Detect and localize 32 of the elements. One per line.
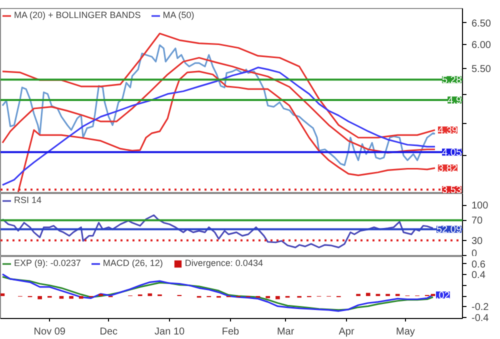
x-tick-label: May bbox=[396, 326, 415, 338]
legend-label: MACD (26, 12) bbox=[102, 258, 163, 268]
ref-line-label: 3.53 bbox=[442, 185, 462, 196]
annotation: 3.82 bbox=[438, 164, 458, 175]
legend-label: MA (20) + BOLLINGER BANDS bbox=[14, 10, 141, 20]
x-tick-label: Feb bbox=[222, 326, 240, 338]
line-series bbox=[2, 32, 436, 138]
annotation: 4.39 bbox=[438, 126, 458, 137]
x-tick-label: Jan 10 bbox=[154, 326, 186, 338]
x-tick-label: Nov 09 bbox=[34, 326, 66, 338]
line-series bbox=[2, 44, 436, 166]
line-series bbox=[2, 56, 436, 154]
y-tick-label: 0.6 bbox=[472, 259, 486, 270]
legend-label: MA (50) bbox=[162, 10, 194, 20]
y-tick-label: 6.50 bbox=[472, 18, 492, 30]
y-tick-label: -0.2 bbox=[472, 302, 490, 314]
y-tick-label: 5.50 bbox=[472, 64, 492, 75]
line-series bbox=[2, 214, 434, 248]
legend-label: EXP (9): -0.0237 bbox=[14, 258, 81, 268]
legend-label: RSI 14 bbox=[14, 195, 42, 205]
ref-line-label: 52.09 bbox=[436, 224, 462, 236]
y-tick-label: 100 bbox=[472, 200, 489, 212]
y-tick-label: 30 bbox=[472, 236, 484, 247]
x-tick-label: Mar bbox=[276, 326, 295, 338]
y-tick-label: 6.00 bbox=[472, 40, 492, 52]
x-tick-label: Dec bbox=[100, 326, 118, 338]
x-tick-label: Apr bbox=[338, 326, 355, 338]
y-tick-label: 0.4 bbox=[472, 270, 486, 282]
annotation: .02 bbox=[436, 290, 450, 302]
y-tick-label: -0.4 bbox=[472, 312, 490, 324]
y-tick-label: 70 bbox=[472, 216, 484, 227]
legend-label: Divergence: 0.0434 bbox=[184, 258, 263, 268]
